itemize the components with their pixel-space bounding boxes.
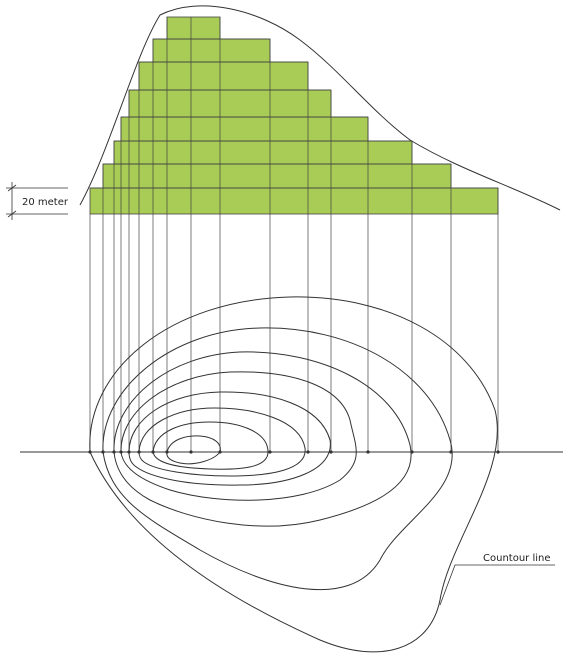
profile-block [113, 140, 413, 165]
profile-block [120, 116, 369, 142]
contour-line [138, 407, 306, 477]
contour-line [166, 435, 221, 465]
profile-block [138, 61, 309, 91]
profile-blocks [89, 16, 499, 215]
contour-line [152, 421, 269, 470]
profile-block [89, 187, 499, 215]
projection-lines [89, 17, 499, 452]
contour-line [89, 296, 498, 653]
contour-lines [89, 296, 498, 653]
contour-line [128, 391, 331, 486]
profile-block [166, 16, 221, 40]
contour-line [102, 327, 453, 591]
terrain-profile-curve [79, 5, 561, 211]
contour-line-label: Countour line [483, 553, 551, 564]
profile-block [152, 38, 271, 63]
contour-line [113, 351, 412, 527]
profile-block [102, 163, 452, 189]
contour-line [120, 371, 357, 501]
interval-marker [6, 182, 68, 220]
baseline-intersections [88, 450, 500, 454]
interval-label: 20 meter [22, 197, 69, 208]
contour-callout-leader [439, 564, 555, 606]
level-lines [90, 38, 498, 189]
profile-block [128, 89, 332, 118]
